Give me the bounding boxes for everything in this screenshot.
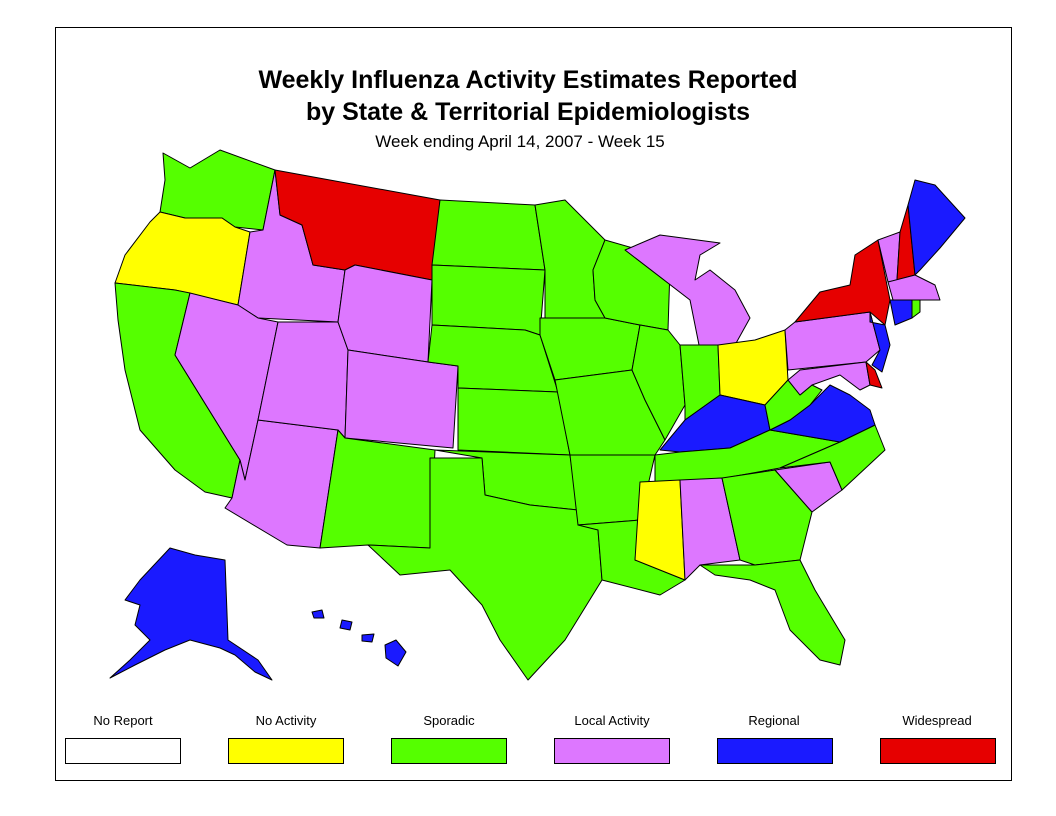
state-FL[interactable] [699,559,846,666]
state-SD[interactable] [431,264,546,336]
state-DE[interactable] [865,361,883,389]
legend-label-regional: Regional [748,713,800,728]
state-IL[interactable] [631,324,686,441]
legend-label-sporadic: Sporadic [423,713,475,728]
state-HI-3[interactable] [361,633,375,643]
legend-label-local: Local Activity [574,713,650,728]
state-AL[interactable] [679,477,741,581]
legend-swatch-widespread [880,738,996,764]
state-ME[interactable] [907,179,966,276]
legend-label-widespread: Widespread [902,713,972,728]
map-title-line-1: Weekly Influenza Activity Estimates Repo… [258,66,798,94]
state-RI[interactable] [911,299,921,319]
state-CO[interactable] [344,349,459,449]
state-KS[interactable] [457,387,571,456]
state-HI-4[interactable] [384,639,407,667]
state-NJ[interactable] [869,311,891,373]
legend-swatch-local [554,738,670,764]
legend-swatch-sporadic [391,738,507,764]
legend-swatch-no-activity [228,738,344,764]
legend-label-no-activity: No Activity [255,713,317,728]
state-NM[interactable] [319,429,436,549]
legend-label-no-report: No Report [93,713,153,728]
state-MN[interactable] [534,199,606,319]
state-ND[interactable] [431,199,546,271]
state-HI-2[interactable] [339,619,353,631]
map-subtitle: Week ending April 14, 2007 - Week 15 [375,132,665,151]
state-TX[interactable] [367,457,603,681]
state-WY[interactable] [337,264,433,363]
map-title-line-2: by State & Territorial Epidemiologists [305,98,751,126]
state-NY[interactable] [794,239,891,326]
state-HI-1[interactable] [311,609,325,619]
state-MI[interactable] [624,234,751,351]
state-CT[interactable] [889,299,913,326]
state-AK[interactable] [109,547,273,681]
legend-swatch-regional [717,738,833,764]
legend-swatch-no-report [65,738,181,764]
state-CA[interactable] [114,282,241,499]
